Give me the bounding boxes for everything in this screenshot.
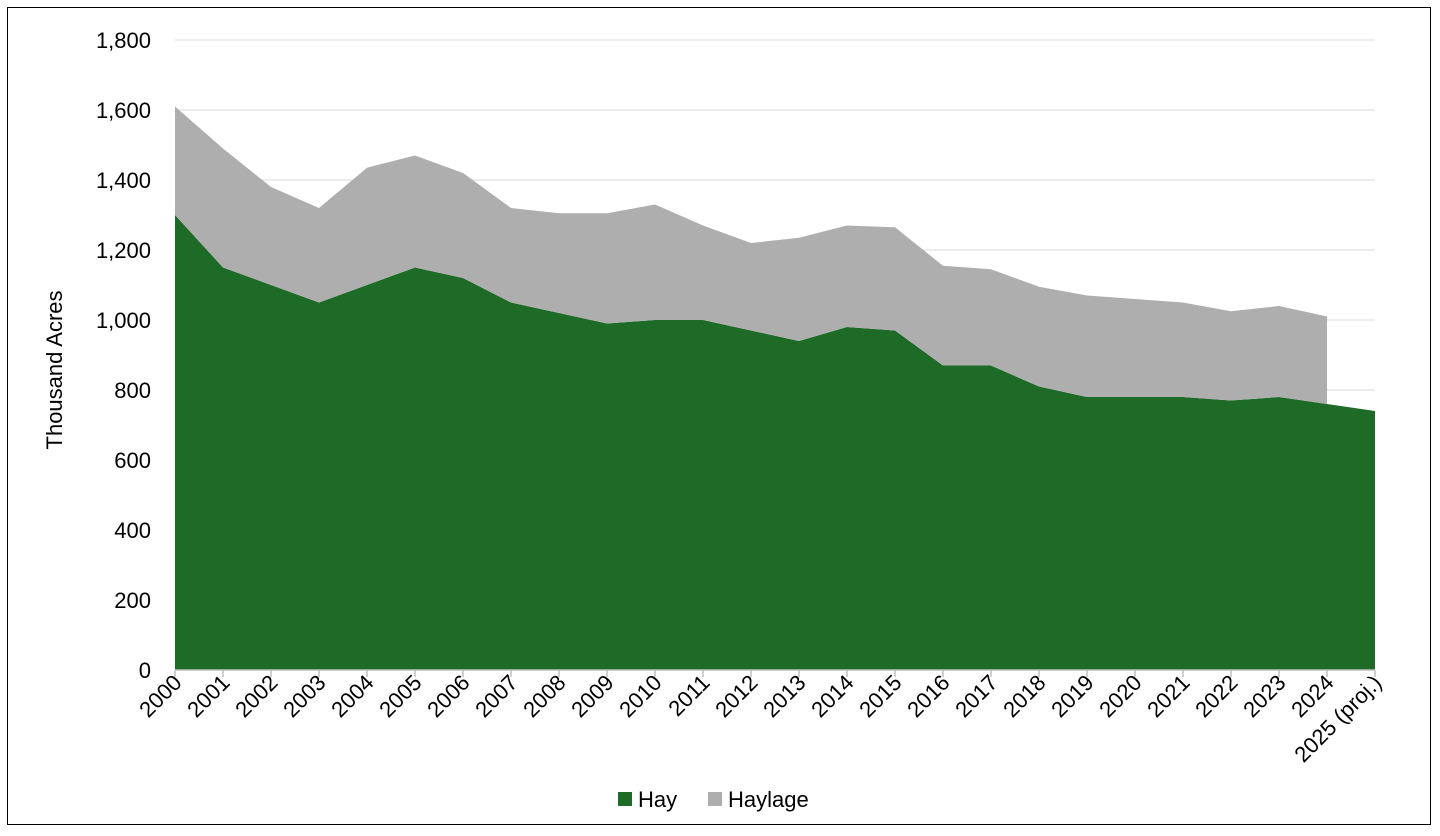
x-tick-label: 2006 [422,670,474,722]
axes [174,669,1376,677]
x-tick-label: 2017 [950,670,1002,722]
y-axis-title: Thousand Acres [42,291,67,450]
y-tick-label: 1,600 [96,98,151,123]
legend-label-haylage: Haylage [728,787,809,812]
legend: Hay Haylage [618,787,809,812]
legend-swatch-haylage [708,792,722,806]
x-tick-label: 2002 [230,670,282,722]
y-tick-label: 1,400 [96,168,151,193]
x-tick-label: 2005 [374,670,426,722]
x-tick-label: 2014 [806,670,858,722]
x-tick-label: 2015 [854,670,906,722]
y-tick-label: 200 [114,588,151,613]
x-tick-label: 2013 [758,670,810,722]
y-tick-label: 1,000 [96,308,151,333]
chart-frame [7,7,1431,825]
x-tick-label: 2008 [518,670,570,722]
x-tick-label: 2010 [614,670,666,722]
areas [175,106,1375,670]
x-tick-label: 2007 [470,670,522,722]
x-tick-label: 2020 [1094,670,1146,722]
y-tick-labels: 0 200 400 600 800 1,000 1,200 1,400 1,600 1,800 [96,28,151,683]
y-tick-label: 1,200 [96,238,151,263]
x-tick-label: 2021 [1142,670,1194,722]
y-tick-label: 600 [114,448,151,473]
x-tick-labels: 2000200120022003200420052006200720082009… [134,670,1386,767]
x-tick-label: 2023 [1238,670,1290,722]
x-tick-label: 2019 [1046,670,1098,722]
x-tick-label: 2009 [566,670,618,722]
x-tick-label: 2004 [326,670,378,722]
x-tick-label: 2001 [182,670,234,722]
x-tick-label: 2022 [1190,670,1242,722]
area-hay [175,215,1375,670]
x-tick-label: 2018 [998,670,1050,722]
y-tick-label: 0 [139,658,151,683]
y-tick-label: 1,800 [96,28,151,53]
y-tick-label: 400 [114,518,151,543]
x-tick-label: 2011 [663,670,714,721]
legend-label-hay: Hay [638,787,677,812]
area-haylage [175,106,1327,404]
x-tick-label: 2016 [902,670,954,722]
legend-swatch-hay [618,792,632,806]
x-tick-label: 2012 [710,670,762,722]
x-tick-label: 2003 [278,670,330,722]
y-tick-label: 800 [114,378,151,403]
